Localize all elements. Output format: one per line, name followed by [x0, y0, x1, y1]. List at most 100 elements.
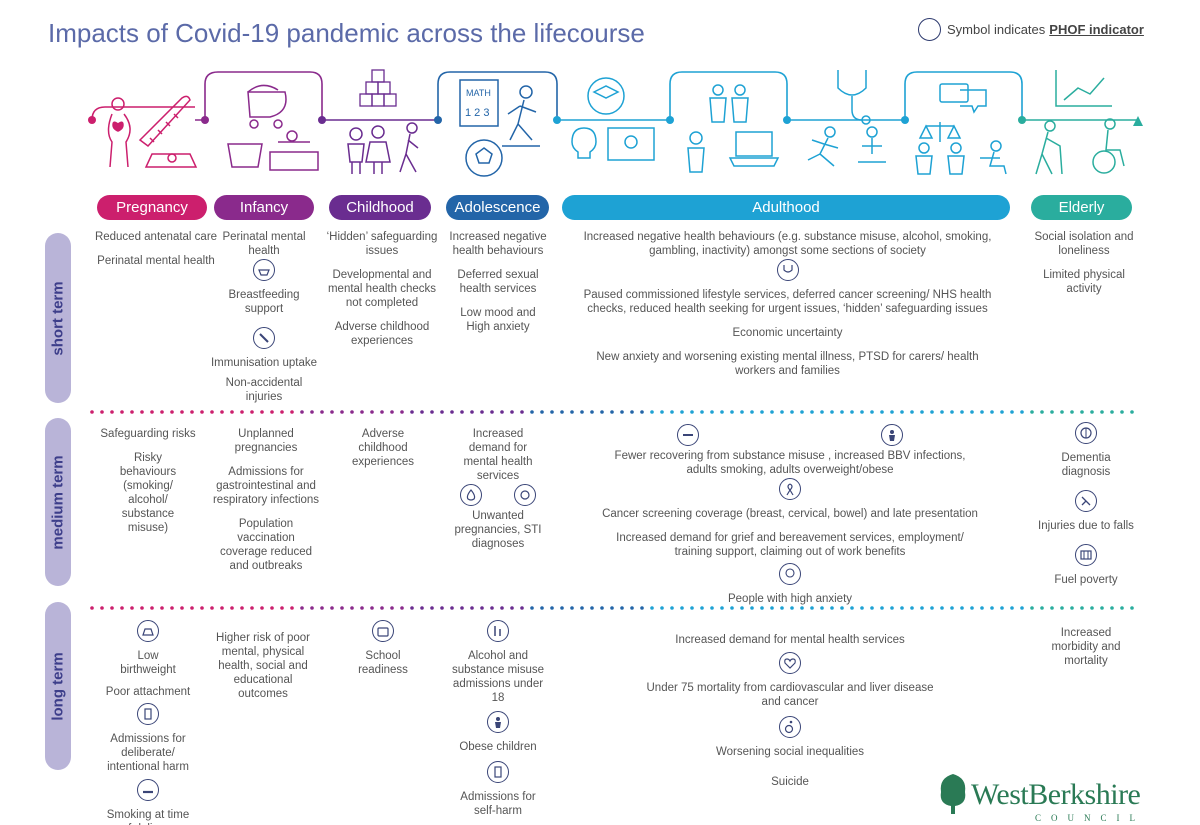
divider-dot — [720, 410, 724, 414]
dot-infancy — [201, 116, 209, 124]
divider-dot — [1120, 606, 1124, 610]
divider-dot — [610, 410, 614, 414]
family-icon — [687, 84, 749, 173]
logo-name: WestBerkshire — [971, 778, 1141, 811]
divider-dot — [240, 410, 244, 414]
divider-dot — [390, 606, 394, 610]
short-adolescence-cell: Increased negative health behaviours Def… — [448, 230, 548, 344]
divider-dot — [620, 606, 624, 610]
divider-dot — [480, 410, 484, 414]
divider-dot — [820, 410, 824, 414]
long-adulthood-item: Under 75 mortality from cardiovascular a… — [646, 682, 934, 708]
phof-indicator-link[interactable]: PHOF indicator — [1049, 22, 1144, 37]
divider-dot — [250, 606, 254, 610]
adolescence-path — [437, 71, 558, 120]
divider-dot — [1000, 410, 1004, 414]
legend-text: Symbol indicates — [947, 22, 1046, 37]
divider-dot — [970, 606, 974, 610]
term-long-label: long term — [49, 651, 67, 721]
stage-infancy: Infancy — [214, 195, 314, 220]
short-elderly-cell: Social isolation and loneliness Limited … — [1030, 230, 1138, 306]
dot-childhood — [318, 116, 326, 124]
divider-dot — [820, 606, 824, 610]
divider-dot — [320, 410, 324, 414]
medium-elderly-item: Dementia diagnosis — [1061, 452, 1111, 478]
divider-dot — [130, 606, 134, 610]
divider-dot — [1090, 606, 1094, 610]
divider-dot — [190, 410, 194, 414]
divider-dot — [800, 606, 804, 610]
divider-dot — [1030, 606, 1034, 610]
divider-dot — [840, 410, 844, 414]
divider-dot — [790, 606, 794, 610]
divider-dot — [1060, 410, 1064, 414]
divider-dot — [1130, 606, 1134, 610]
divider-dot — [660, 410, 664, 414]
divider-dot — [900, 606, 904, 610]
long-pregnancy-item: Admissions for deliberate/ intentional h… — [107, 733, 189, 773]
divider-dot — [690, 410, 694, 414]
medicine-bottle-icon — [487, 761, 509, 783]
divider-dot — [920, 606, 924, 610]
wheelchair-icon — [779, 716, 801, 738]
divider-dot — [970, 410, 974, 414]
infancy-path — [195, 71, 323, 121]
wheelchair-icon — [1092, 118, 1125, 174]
divider-dot — [1130, 410, 1134, 414]
divider-dot — [520, 606, 524, 610]
rising-chart-icon — [1055, 70, 1112, 107]
divider-dot — [380, 606, 384, 610]
brain-icon — [1075, 422, 1097, 444]
medium-adulthood-item: Fewer recovering from substance misuse ,… — [614, 450, 966, 476]
divider-dot — [190, 606, 194, 610]
long-adulthood-item: Worsening social inequalities — [715, 746, 865, 758]
divider-dot — [560, 410, 564, 414]
divider-dot — [500, 606, 504, 610]
divider-dot — [1000, 606, 1004, 610]
divider-dot — [810, 410, 814, 414]
divider-dot — [1070, 606, 1074, 610]
divider-dot — [850, 410, 854, 414]
divider-dot — [130, 410, 134, 414]
divider-dot — [280, 410, 284, 414]
divider-dot — [810, 606, 814, 610]
divider-dot — [1050, 606, 1054, 610]
divider-dot — [220, 606, 224, 610]
divider-dot — [1120, 410, 1124, 414]
divider-dot — [990, 606, 994, 610]
stage-elderly: Elderly — [1031, 195, 1132, 220]
divider-dot — [1020, 410, 1024, 414]
medium-childhood-cell: Adverse childhood experiences — [340, 427, 426, 479]
divider-dot — [540, 606, 544, 610]
divider-dot — [800, 410, 804, 414]
short-adolescence-item: Increased negative health behaviours — [449, 231, 547, 257]
divider-dot — [930, 410, 934, 414]
divider-dot — [160, 606, 164, 610]
divider-dot — [700, 606, 704, 610]
football-icon — [465, 139, 503, 177]
long-childhood-item: School readiness — [358, 650, 408, 676]
divider-dot — [90, 606, 94, 610]
divider-dot — [760, 410, 764, 414]
divider-dot — [730, 606, 734, 610]
short-pregnancy-item: Perinatal mental health — [97, 255, 215, 267]
divider-dot — [830, 410, 834, 414]
runner-icon — [807, 126, 839, 167]
term-medium-label: medium term — [49, 454, 67, 550]
divider-dot — [340, 410, 344, 414]
number-blocks-icon — [359, 69, 397, 107]
divider-dot — [880, 410, 884, 414]
divider-dot — [960, 410, 964, 414]
divider-dot — [870, 606, 874, 610]
divider-dot — [320, 606, 324, 610]
divider-dot — [620, 410, 624, 414]
dot-pregnancy — [88, 116, 96, 124]
divider-dot — [340, 606, 344, 610]
divider-dot — [490, 606, 494, 610]
medium-childhood-item: Adverse childhood experiences — [351, 428, 414, 468]
divider-dot — [120, 410, 124, 414]
stage-pregnancy: Pregnancy — [97, 195, 207, 220]
thermometer-icon — [138, 95, 191, 148]
divider-dot — [710, 606, 714, 610]
short-childhood-item: Developmental and mental health checks n… — [327, 269, 437, 309]
